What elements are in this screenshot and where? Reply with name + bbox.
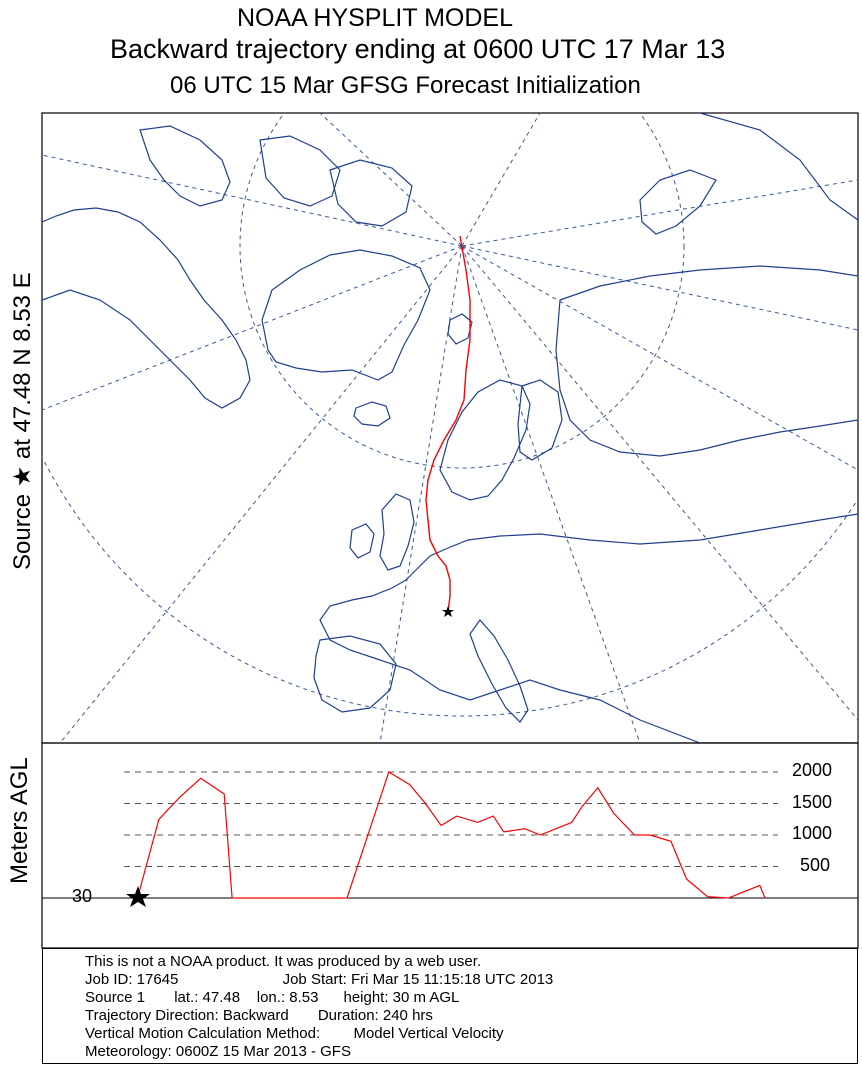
footer-info-box: This is not a NOAA product. It was produ… (42, 948, 858, 1064)
source-star-map (442, 606, 454, 617)
forecast-init-line: 06 UTC 15 Mar GFSG Forecast Initializati… (170, 72, 641, 99)
footer-vertical-method-line: Vertical Motion Calculation Method: Mode… (85, 1025, 504, 1042)
map-frame (41, 112, 859, 744)
footer-job-line: Job ID: 17645 Job Start: Fri Mar 15 11:1… (85, 971, 554, 988)
trajectory-path (425, 235, 471, 613)
trajectory-subtitle: Backward trajectory ending at 0600 UTC 1… (110, 34, 726, 64)
graticule (42, 113, 858, 743)
italy (469, 619, 529, 723)
grid-circle-inner (239, 113, 685, 469)
scandinavia (439, 379, 531, 501)
y-tick-label-2000: 2000 (792, 760, 833, 780)
svalbard (447, 313, 473, 345)
uk (379, 493, 415, 571)
arctic-islands (139, 125, 231, 207)
russia-north (555, 265, 858, 457)
russia-far (699, 113, 858, 221)
start-height-label: 30 (72, 886, 93, 906)
arctic-islands-2 (259, 135, 341, 207)
greenland-coast (261, 249, 431, 381)
ireland (349, 523, 375, 559)
finland (517, 379, 563, 461)
footer-meteorology-line: Meteorology: 0600Z 15 Mar 2013 - GFS (85, 1043, 351, 1060)
model-title: NOAA HYSPLIT MODEL (236, 4, 513, 32)
grid-circle-outer (42, 455, 858, 717)
y-tick-label-500: 500 (800, 854, 831, 875)
novaya-zemlya (639, 169, 717, 235)
y-tick-label-1000: 1000 (792, 823, 833, 843)
footer-disclaimer: This is not a NOAA product. It was produ… (85, 953, 482, 970)
y-tick-label-1500: 1500 (792, 791, 833, 812)
iceland (353, 401, 391, 427)
coastlines (42, 113, 858, 743)
north-america-coast (42, 207, 251, 409)
iberia (313, 635, 397, 713)
footer-source-line: Source 1 lat.: 47.48 lon.: 8.53 height: … (85, 989, 460, 1006)
footer-direction-line: Trajectory Direction: Backward Duration:… (85, 1007, 433, 1024)
ellesmere (329, 159, 413, 227)
europe-mainland (319, 513, 858, 743)
